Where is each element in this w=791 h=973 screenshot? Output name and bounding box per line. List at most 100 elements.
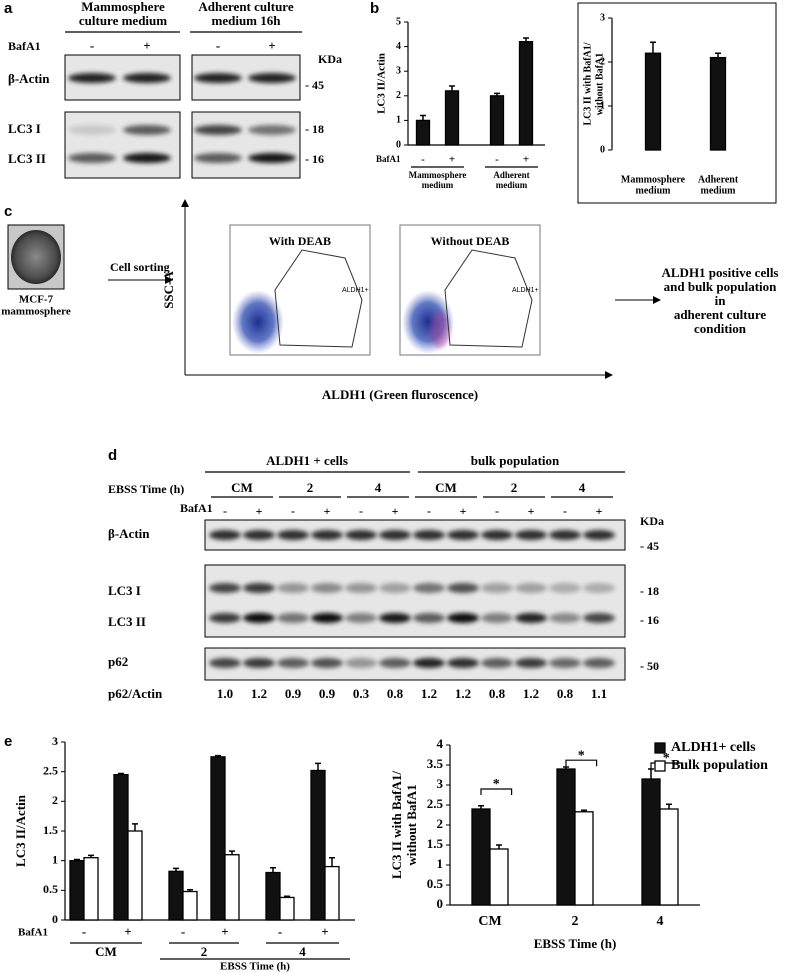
treatment-sign: + — [596, 504, 603, 518]
band — [311, 658, 343, 668]
treatment-sign: - — [291, 504, 295, 518]
result-text: in — [715, 293, 727, 308]
ratio-value: 0.9 — [285, 686, 302, 701]
error-bar — [420, 114, 426, 121]
row-label: BafA1 — [376, 154, 401, 164]
band — [515, 583, 547, 593]
bar — [415, 119, 431, 146]
time-label: CM — [435, 480, 457, 495]
error-bar — [494, 92, 500, 96]
y-axis-label: LC3 II with BafA1/ — [389, 771, 404, 879]
group-label: 4 — [299, 944, 306, 959]
column-header: culture medium — [79, 13, 167, 28]
gate — [444, 249, 533, 348]
bar — [182, 890, 198, 921]
bar — [113, 773, 129, 921]
y-axis-label: LC3 II with BafA1/ — [582, 42, 593, 125]
bar — [709, 56, 727, 151]
error-bar — [449, 85, 455, 91]
bar — [324, 865, 340, 921]
group-label: 2 — [201, 944, 208, 959]
band — [549, 583, 581, 593]
gate — [274, 249, 363, 348]
panel-letter: c — [4, 203, 12, 220]
error-bar — [329, 856, 335, 867]
band — [549, 658, 581, 668]
error-bar — [563, 766, 569, 769]
bar — [69, 860, 85, 921]
bar — [265, 871, 281, 921]
x-tick-label: CM — [478, 914, 501, 929]
bar — [489, 95, 505, 146]
band — [277, 613, 309, 623]
y-tick-label: 0.5 — [427, 876, 444, 891]
x-tick-label: + — [321, 924, 328, 939]
x-tick-label: Mammosphere — [621, 174, 686, 185]
bar — [471, 808, 491, 906]
chart-frame — [577, 2, 777, 204]
row-label: EBSS Time (h) — [108, 482, 184, 496]
blot — [204, 564, 626, 638]
y-tick-label: 0 — [396, 139, 401, 150]
ratio-value: 0.8 — [387, 686, 404, 701]
band — [194, 125, 242, 135]
group-label: Adherent — [493, 170, 529, 180]
step-label: Cell sorting — [110, 260, 170, 274]
y-tick-label: 2.5 — [427, 796, 444, 811]
treatment-sign: - — [563, 504, 567, 518]
size-marker: - 18 — [640, 584, 659, 598]
band — [379, 613, 411, 623]
error-bar — [215, 754, 221, 757]
legend-label: ALDH1+ cells — [671, 740, 756, 755]
x-tick-label: medium — [636, 185, 672, 196]
x-tick-label: 4 — [657, 914, 664, 929]
annotation: * — [578, 748, 585, 763]
band — [583, 530, 615, 540]
legend-swatch — [654, 760, 666, 772]
result-text: adherent culture — [674, 307, 767, 322]
image-label: MCF-7 — [19, 294, 54, 306]
ratio-value: 0.9 — [319, 686, 336, 701]
bar — [127, 830, 143, 921]
result-text: condition — [694, 321, 747, 336]
group-label: medium — [422, 180, 454, 190]
y-tick-label: 0 — [52, 912, 58, 926]
gate-label: ALDH1+ — [342, 287, 369, 294]
x-axis-label: EBSS Time (h) — [534, 936, 617, 951]
annotation: * — [493, 777, 500, 792]
size-marker: - 45 — [640, 539, 659, 553]
y-tick-label: 4 — [437, 736, 444, 751]
time-label: 4 — [579, 480, 586, 495]
band — [243, 530, 275, 540]
band — [549, 530, 581, 540]
band — [311, 530, 343, 540]
plot-title: Without DEAB — [431, 234, 510, 248]
band — [447, 583, 479, 593]
bar — [659, 808, 679, 906]
significance-bracket — [565, 759, 598, 767]
y-tick-label: 1 — [437, 856, 444, 871]
blot — [64, 111, 181, 179]
error-bar — [523, 37, 529, 42]
size-marker: - 50 — [640, 659, 659, 673]
band — [345, 530, 377, 540]
band — [515, 613, 547, 623]
time-label: 4 — [375, 480, 382, 495]
unit-label: KDa — [318, 52, 342, 66]
group-label: CM — [95, 944, 117, 959]
x-axis-label: EBSS Time (h) — [220, 961, 290, 973]
band — [447, 613, 479, 623]
band — [243, 658, 275, 668]
bar — [444, 90, 460, 146]
row-label: BafA1 — [18, 927, 48, 939]
band — [243, 583, 275, 593]
x-tick-label: - — [278, 924, 282, 939]
treatment-sign: + — [460, 504, 467, 518]
size-marker: - 45 — [305, 78, 324, 92]
band — [379, 658, 411, 668]
treatment-sign: - — [359, 504, 363, 518]
error-bar — [88, 854, 94, 858]
ratio-value: 1.2 — [523, 686, 539, 701]
cell-cloud — [430, 312, 450, 348]
